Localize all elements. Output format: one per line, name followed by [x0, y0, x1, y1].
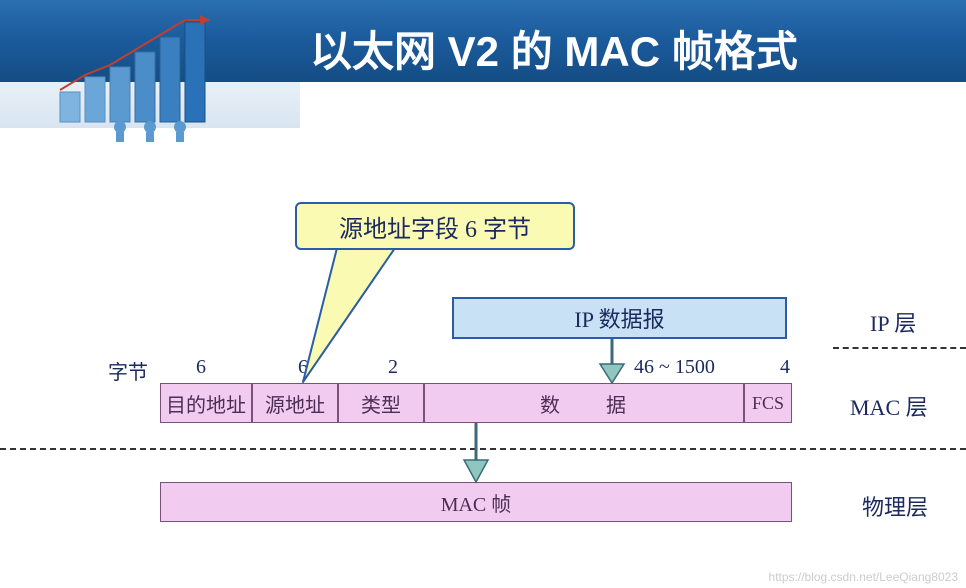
mac-frame-row: 目的地址 源地址 类型 数 据 FCS — [160, 383, 792, 423]
layer-label-phy: 物理层 — [862, 490, 928, 522]
byte-src: 6 — [298, 356, 308, 379]
field-dest: 目的地址 — [160, 383, 252, 423]
slide-title: 以太网 V2 的 MAC 帧格式 — [310, 18, 798, 79]
field-fcs: FCS — [744, 383, 792, 423]
arrow-frame-to-mac — [464, 423, 488, 482]
field-type: 类型 — [338, 383, 424, 423]
byte-dest: 6 — [196, 356, 206, 379]
ip-datagram-box: IP 数据报 — [452, 297, 787, 339]
byte-data: 46 ~ 1500 — [634, 356, 715, 379]
byte-fcs: 4 — [780, 356, 790, 379]
mac-frame-box: MAC 帧 — [160, 482, 792, 522]
layer-divider-ip-mac — [833, 347, 966, 349]
byte-type: 2 — [388, 356, 398, 379]
byte-header-label: 字节 — [108, 356, 148, 385]
layer-divider-mac-phy — [0, 448, 966, 450]
watermark: https://blog.csdn.net/LeeQiang8023 — [769, 570, 958, 584]
layer-label-ip: IP 层 — [870, 306, 916, 338]
callout-tail — [303, 248, 395, 382]
field-data: 数 据 — [424, 383, 744, 423]
callout-box: 源地址字段 6 字节 — [295, 202, 575, 250]
field-src: 源地址 — [252, 383, 338, 423]
arrow-ip-to-data — [600, 339, 624, 383]
logo-bar-chart — [50, 12, 230, 142]
layer-label-mac: MAC 层 — [850, 390, 928, 422]
